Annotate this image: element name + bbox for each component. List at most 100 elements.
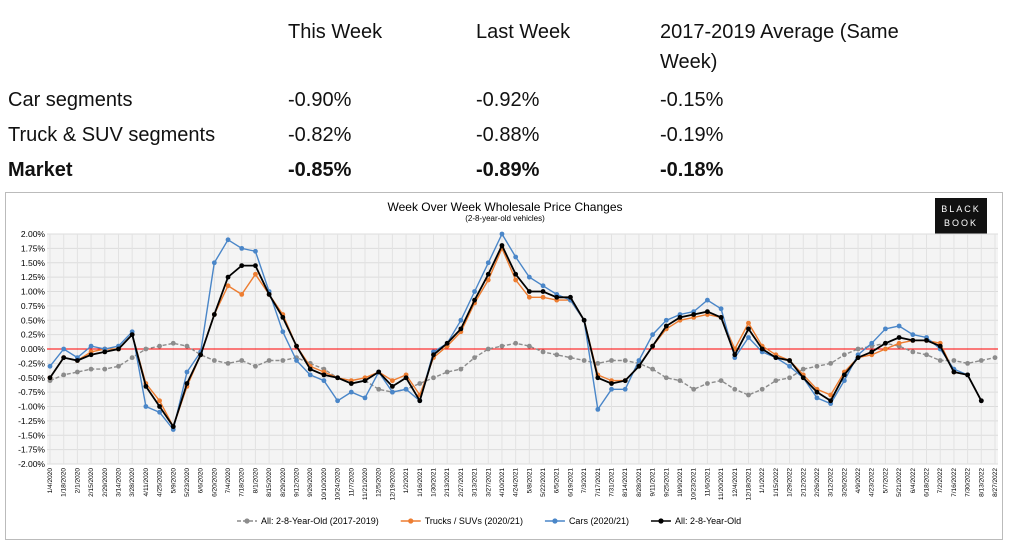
- table-cell: -0.82%: [288, 124, 352, 146]
- y-tick-label: 0.75%: [21, 301, 46, 311]
- data-point: [157, 409, 162, 415]
- data-point: [129, 355, 135, 361]
- data-point: [841, 372, 847, 378]
- data-point: [704, 309, 710, 315]
- data-point: [526, 274, 532, 280]
- data-point: [253, 263, 258, 269]
- data-point: [225, 360, 231, 366]
- data-point: [814, 363, 820, 369]
- data-point: [691, 312, 697, 317]
- x-tick-label: 8/15/2020: [266, 468, 273, 497]
- data-point: [499, 231, 505, 237]
- data-point: [170, 424, 176, 430]
- x-tick-label: 8/14/2021: [622, 468, 629, 497]
- data-point: [499, 243, 505, 248]
- data-point: [335, 375, 341, 381]
- data-point: [458, 326, 464, 332]
- data-point: [513, 254, 519, 260]
- x-tick-label: 9/26/2020: [307, 468, 314, 497]
- x-tick-label: 5/23/2020: [184, 468, 191, 497]
- data-point: [170, 340, 176, 346]
- data-point: [88, 352, 94, 358]
- data-point: [47, 363, 53, 369]
- data-point: [554, 294, 560, 300]
- data-point: [896, 323, 902, 329]
- x-tick-label: 7/2/2022: [937, 468, 944, 494]
- data-point: [732, 352, 738, 358]
- y-tick-label: 1.25%: [21, 272, 46, 282]
- x-tick-label: 11/7/2020: [348, 468, 355, 497]
- data-point: [253, 363, 258, 369]
- data-point: [704, 297, 710, 303]
- data-point: [321, 378, 327, 384]
- y-tick-label: -2.00%: [18, 459, 45, 469]
- data-point: [294, 358, 299, 363]
- data-point: [622, 386, 628, 392]
- x-tick-label: 12/5/2020: [376, 468, 383, 497]
- data-point: [718, 306, 724, 312]
- data-point: [595, 375, 601, 381]
- data-point: [157, 343, 162, 349]
- x-tick-label: 12/18/2021: [745, 468, 752, 501]
- x-tick-label: 7/4/2020: [225, 468, 232, 494]
- data-point: [143, 346, 149, 352]
- data-point: [663, 323, 669, 329]
- y-tick-label: -0.50%: [18, 373, 45, 383]
- y-tick-label: -0.75%: [18, 387, 45, 397]
- data-point: [992, 355, 998, 361]
- data-point: [924, 352, 929, 358]
- x-tick-label: 2/15/2020: [88, 468, 95, 497]
- data-point: [937, 343, 943, 349]
- x-tick-label: 7/16/2022: [951, 468, 958, 497]
- data-point: [787, 358, 792, 363]
- table-cell: -0.15%: [660, 89, 724, 111]
- data-point: [540, 349, 546, 355]
- data-point: [869, 349, 875, 355]
- x-tick-label: 7/30/2022: [965, 468, 972, 497]
- y-tick-label: 1.75%: [21, 243, 46, 253]
- x-tick-label: 8/29/2020: [280, 468, 287, 497]
- data-point: [951, 358, 957, 363]
- x-tick-label: 5/21/2022: [896, 468, 903, 497]
- data-point: [636, 358, 642, 363]
- data-point: [951, 369, 957, 375]
- x-tick-label: 5/9/2020: [170, 468, 177, 494]
- data-point: [513, 271, 519, 277]
- data-point: [609, 381, 614, 386]
- data-point: [444, 369, 450, 375]
- table-cell: Car segments: [8, 89, 133, 111]
- data-point: [116, 363, 121, 369]
- data-point: [677, 378, 683, 384]
- data-point: [978, 398, 984, 404]
- data-point: [472, 297, 477, 303]
- data-point: [61, 355, 67, 361]
- data-point: [855, 355, 861, 361]
- data-point: [389, 378, 395, 384]
- data-point: [841, 378, 847, 384]
- data-point: [828, 398, 834, 404]
- x-tick-label: 4/11/2020: [143, 468, 150, 497]
- data-point: [568, 294, 573, 300]
- data-point: [622, 358, 628, 363]
- x-tick-label: 1/18/2020: [61, 468, 68, 497]
- data-point: [896, 340, 902, 346]
- data-point: [526, 294, 532, 300]
- x-tick-label: 6/20/2020: [211, 468, 218, 497]
- x-tick-label: 6/19/2021: [567, 468, 574, 497]
- data-point: [458, 366, 464, 372]
- legend-label: Trucks / SUVs (2020/21): [425, 516, 523, 526]
- data-point: [225, 274, 231, 280]
- x-tick-label: 4/23/2022: [869, 468, 876, 497]
- x-tick-label: 10/24/2020: [335, 468, 342, 501]
- legend-marker: [552, 518, 558, 524]
- data-point: [650, 332, 656, 338]
- x-tick-label: 2/12/2022: [800, 468, 807, 497]
- data-point: [581, 317, 587, 323]
- data-point: [609, 358, 614, 363]
- x-tick-label: 8/13/2022: [978, 468, 985, 497]
- x-tick-label: 4/25/2020: [157, 468, 164, 497]
- x-tick-label: 4/10/2021: [499, 468, 506, 497]
- data-point: [800, 366, 806, 372]
- data-point: [485, 277, 491, 283]
